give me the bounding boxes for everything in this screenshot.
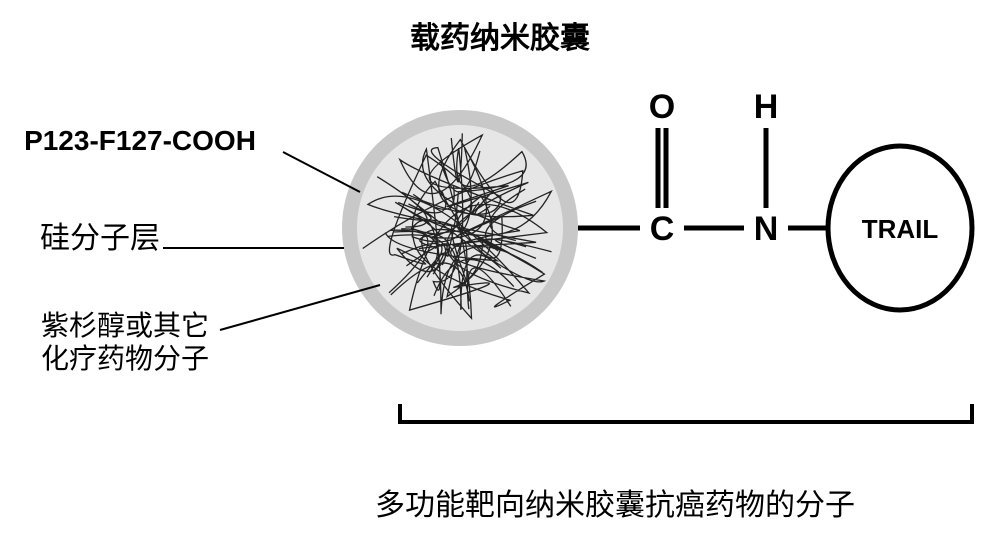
amide-bond-chain: C O N H xyxy=(578,88,830,248)
leader-polymer xyxy=(283,152,360,192)
trail-node: TRAIL xyxy=(828,146,972,310)
label-silicon: 硅分子层 xyxy=(40,222,160,255)
leader-drug xyxy=(220,285,380,330)
trail-label: TRAIL xyxy=(862,214,939,244)
atom-c: C xyxy=(650,210,675,248)
atom-o: O xyxy=(649,88,675,126)
label-drug-line2: 化疗药物分子 xyxy=(41,343,209,375)
label-drug-line1: 紫杉醇或其它 xyxy=(41,310,209,342)
diagram-caption: 多功能靶向纳米胶囊抗癌药物的分子 xyxy=(375,489,855,522)
diagram-title: 载药纳米胶囊 xyxy=(410,21,590,55)
grouping-bracket xyxy=(400,404,972,422)
label-polymer: P123-F127-COOH xyxy=(24,125,256,156)
nanocapsule xyxy=(342,110,578,346)
atom-n: N xyxy=(754,210,779,248)
atom-h: H xyxy=(754,88,779,126)
